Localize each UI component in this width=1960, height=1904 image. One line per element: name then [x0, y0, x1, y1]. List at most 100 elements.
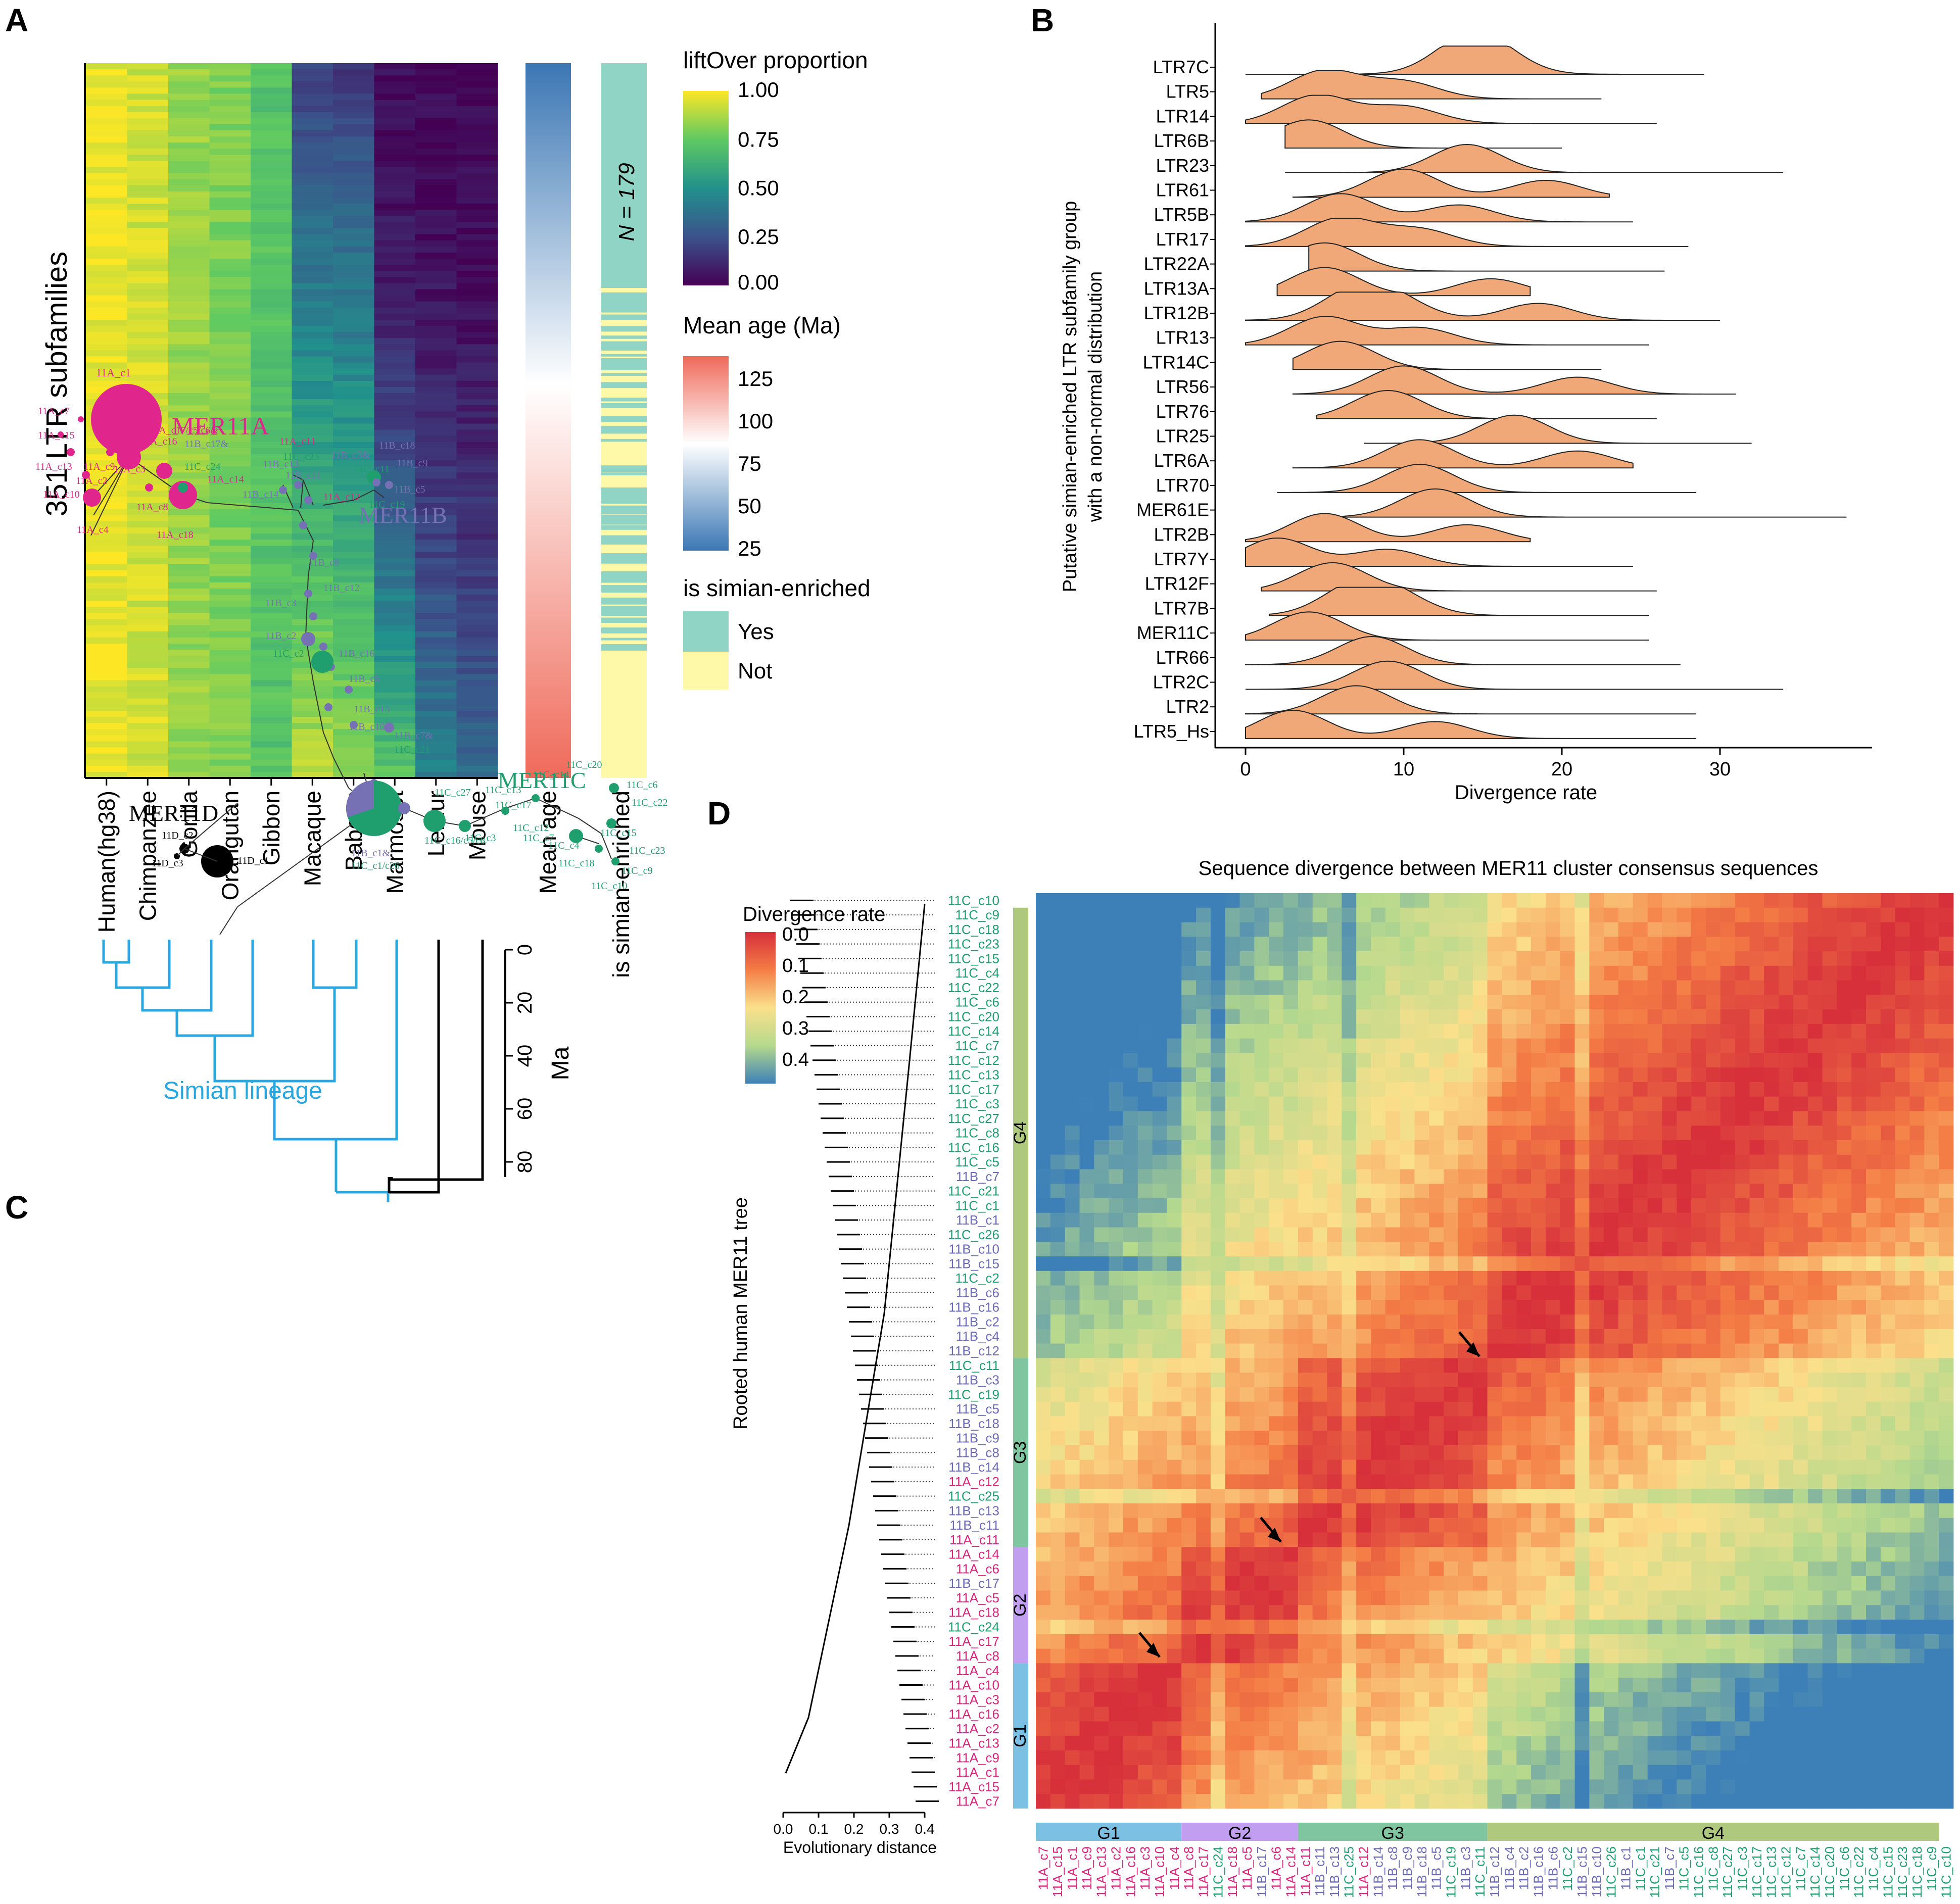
- heatmap-cell: [1764, 1547, 1779, 1562]
- heatmap-cell: [374, 198, 416, 204]
- heatmap-cell: [1254, 1111, 1269, 1126]
- heatmap-cell: [1385, 1140, 1401, 1155]
- heatmap-cell: [1167, 1445, 1182, 1460]
- heatmap-cell: [1939, 1198, 1954, 1213]
- heatmap-row-11B_c15: [1036, 1256, 1954, 1272]
- heatmap-cell: [292, 356, 333, 363]
- heatmap-cell: [1924, 1140, 1939, 1155]
- heatmap-cell: [1647, 1009, 1662, 1024]
- heatmap-cell: [168, 222, 210, 229]
- heatmap-cell: [1502, 1082, 1517, 1097]
- heatmap-cell: [1050, 1561, 1066, 1577]
- heatmap-cell: [374, 350, 416, 357]
- heatmap-cell: [1444, 1126, 1459, 1141]
- heatmap-cell: [1312, 1387, 1327, 1402]
- heatmap-cell: [1749, 951, 1764, 966]
- node-label: 11A_c9: [83, 461, 115, 472]
- heatmap-cell: [1531, 1459, 1546, 1475]
- heatmap-cell: [1312, 1096, 1327, 1111]
- heatmap-cell: [1079, 1314, 1094, 1330]
- heatmap-row-11B_c11: [1036, 1518, 1954, 1533]
- heatmap-cell: [1545, 1532, 1561, 1547]
- heatmap-cell: [1210, 1518, 1226, 1533]
- heatmap-cell: [1254, 1154, 1269, 1169]
- ridge-label: LTR56: [1156, 376, 1209, 397]
- heatmap-cell: [251, 228, 292, 235]
- heatmap-cell: [1283, 1416, 1299, 1431]
- heatmap-cell: [1342, 1605, 1357, 1620]
- heatmap-cell: [1764, 1126, 1779, 1141]
- heatmap-cell: [1793, 1431, 1808, 1446]
- heatmap-cell: [1779, 1416, 1794, 1431]
- heatmap-cell: [292, 717, 333, 723]
- heatmap-cell: [209, 741, 251, 748]
- enriched-stripe: [601, 499, 647, 501]
- heatmap-cell: [1356, 1009, 1371, 1024]
- heatmap-cell: [1036, 1373, 1051, 1388]
- heatmap-cell: [1735, 1009, 1750, 1024]
- heatmap-cell: [251, 118, 292, 125]
- heatmap-cell: [209, 435, 251, 443]
- heatmap-cell: [1050, 1140, 1066, 1155]
- heatmap-row-11B_c12: [1036, 1343, 1954, 1358]
- heatmap-cell: [333, 429, 374, 436]
- heatmap-cell: [1677, 1184, 1692, 1199]
- heatmap-cell: [1487, 1401, 1502, 1417]
- heatmap-cell: [1109, 1532, 1124, 1547]
- heatmap-cell: [251, 380, 292, 387]
- heatmap-cell: [1210, 995, 1226, 1010]
- heatmap-cell: [1764, 1503, 1779, 1519]
- heatmap-cell: [1720, 1300, 1736, 1315]
- heatmap-cell: [1691, 1459, 1706, 1475]
- heatmap-cell: [1167, 980, 1182, 995]
- heatmap-cell: [86, 710, 127, 717]
- heatmap-cell: [1400, 1314, 1415, 1330]
- heatmap-cell: [1167, 1227, 1182, 1242]
- heatmap-cell: [292, 173, 333, 180]
- heatmap-cell: [1822, 1474, 1837, 1489]
- heatmap-cell: [415, 198, 457, 204]
- heatmap-cell: [1807, 1126, 1823, 1141]
- liftover-colorbar: [683, 91, 729, 285]
- heatmap-cell: [1851, 1518, 1867, 1533]
- heatmap-cell: [1269, 1489, 1284, 1504]
- heatmap-cell: [1327, 1459, 1342, 1475]
- heatmap-cell: [1123, 1082, 1138, 1097]
- heatmap-cell: [1502, 951, 1517, 966]
- heatmap-cell: [333, 503, 374, 510]
- heatmap-cell: [1735, 1561, 1750, 1577]
- heatmap-cell: [1516, 1503, 1532, 1519]
- heatmap-cell: [1312, 1053, 1327, 1068]
- heatmap-cell: [1298, 1459, 1313, 1475]
- heatmap-cell: [1414, 1358, 1429, 1373]
- heatmap-cell: [1152, 1532, 1167, 1547]
- heatmap-cell: [292, 75, 333, 82]
- heatmap-cell: [1487, 1038, 1502, 1053]
- heatmap-cell: [333, 662, 374, 668]
- heatmap-cell: [1487, 1503, 1502, 1519]
- ridge-area: [1245, 611, 1649, 641]
- ridge-area: [1277, 464, 1697, 493]
- heatmap-cell: [1531, 907, 1546, 922]
- heatmap-cell: [374, 265, 416, 271]
- heatmap-cell: [1764, 1459, 1779, 1475]
- heatmap-cell: [292, 405, 333, 412]
- heatmap-cell: [1807, 1023, 1823, 1039]
- heatmap-cell: [1793, 1459, 1808, 1475]
- heatmap-cell: [1254, 1067, 1269, 1083]
- heatmap-cell: [1779, 1329, 1794, 1344]
- heatmap-cell: [1342, 1358, 1357, 1373]
- heatmap-cell: [374, 344, 416, 351]
- liftover-legend-title: liftOver proportion: [683, 47, 868, 73]
- heatmap-cell: [1705, 1082, 1721, 1097]
- heatmap-cell: [1793, 1198, 1808, 1213]
- heatmap-row-11C_c18: [1036, 922, 1954, 937]
- heatmap-cell: [1109, 1227, 1124, 1242]
- heatmap-cell: [1312, 1314, 1327, 1330]
- heatmap-cell: [1793, 937, 1808, 952]
- enriched-stripe: [601, 438, 647, 442]
- ridge-label: LTR13A: [1144, 278, 1209, 299]
- heatmap-cell: [86, 100, 127, 107]
- heatmap-cell: [1152, 1082, 1167, 1097]
- heatmap-cell: [1720, 995, 1736, 1010]
